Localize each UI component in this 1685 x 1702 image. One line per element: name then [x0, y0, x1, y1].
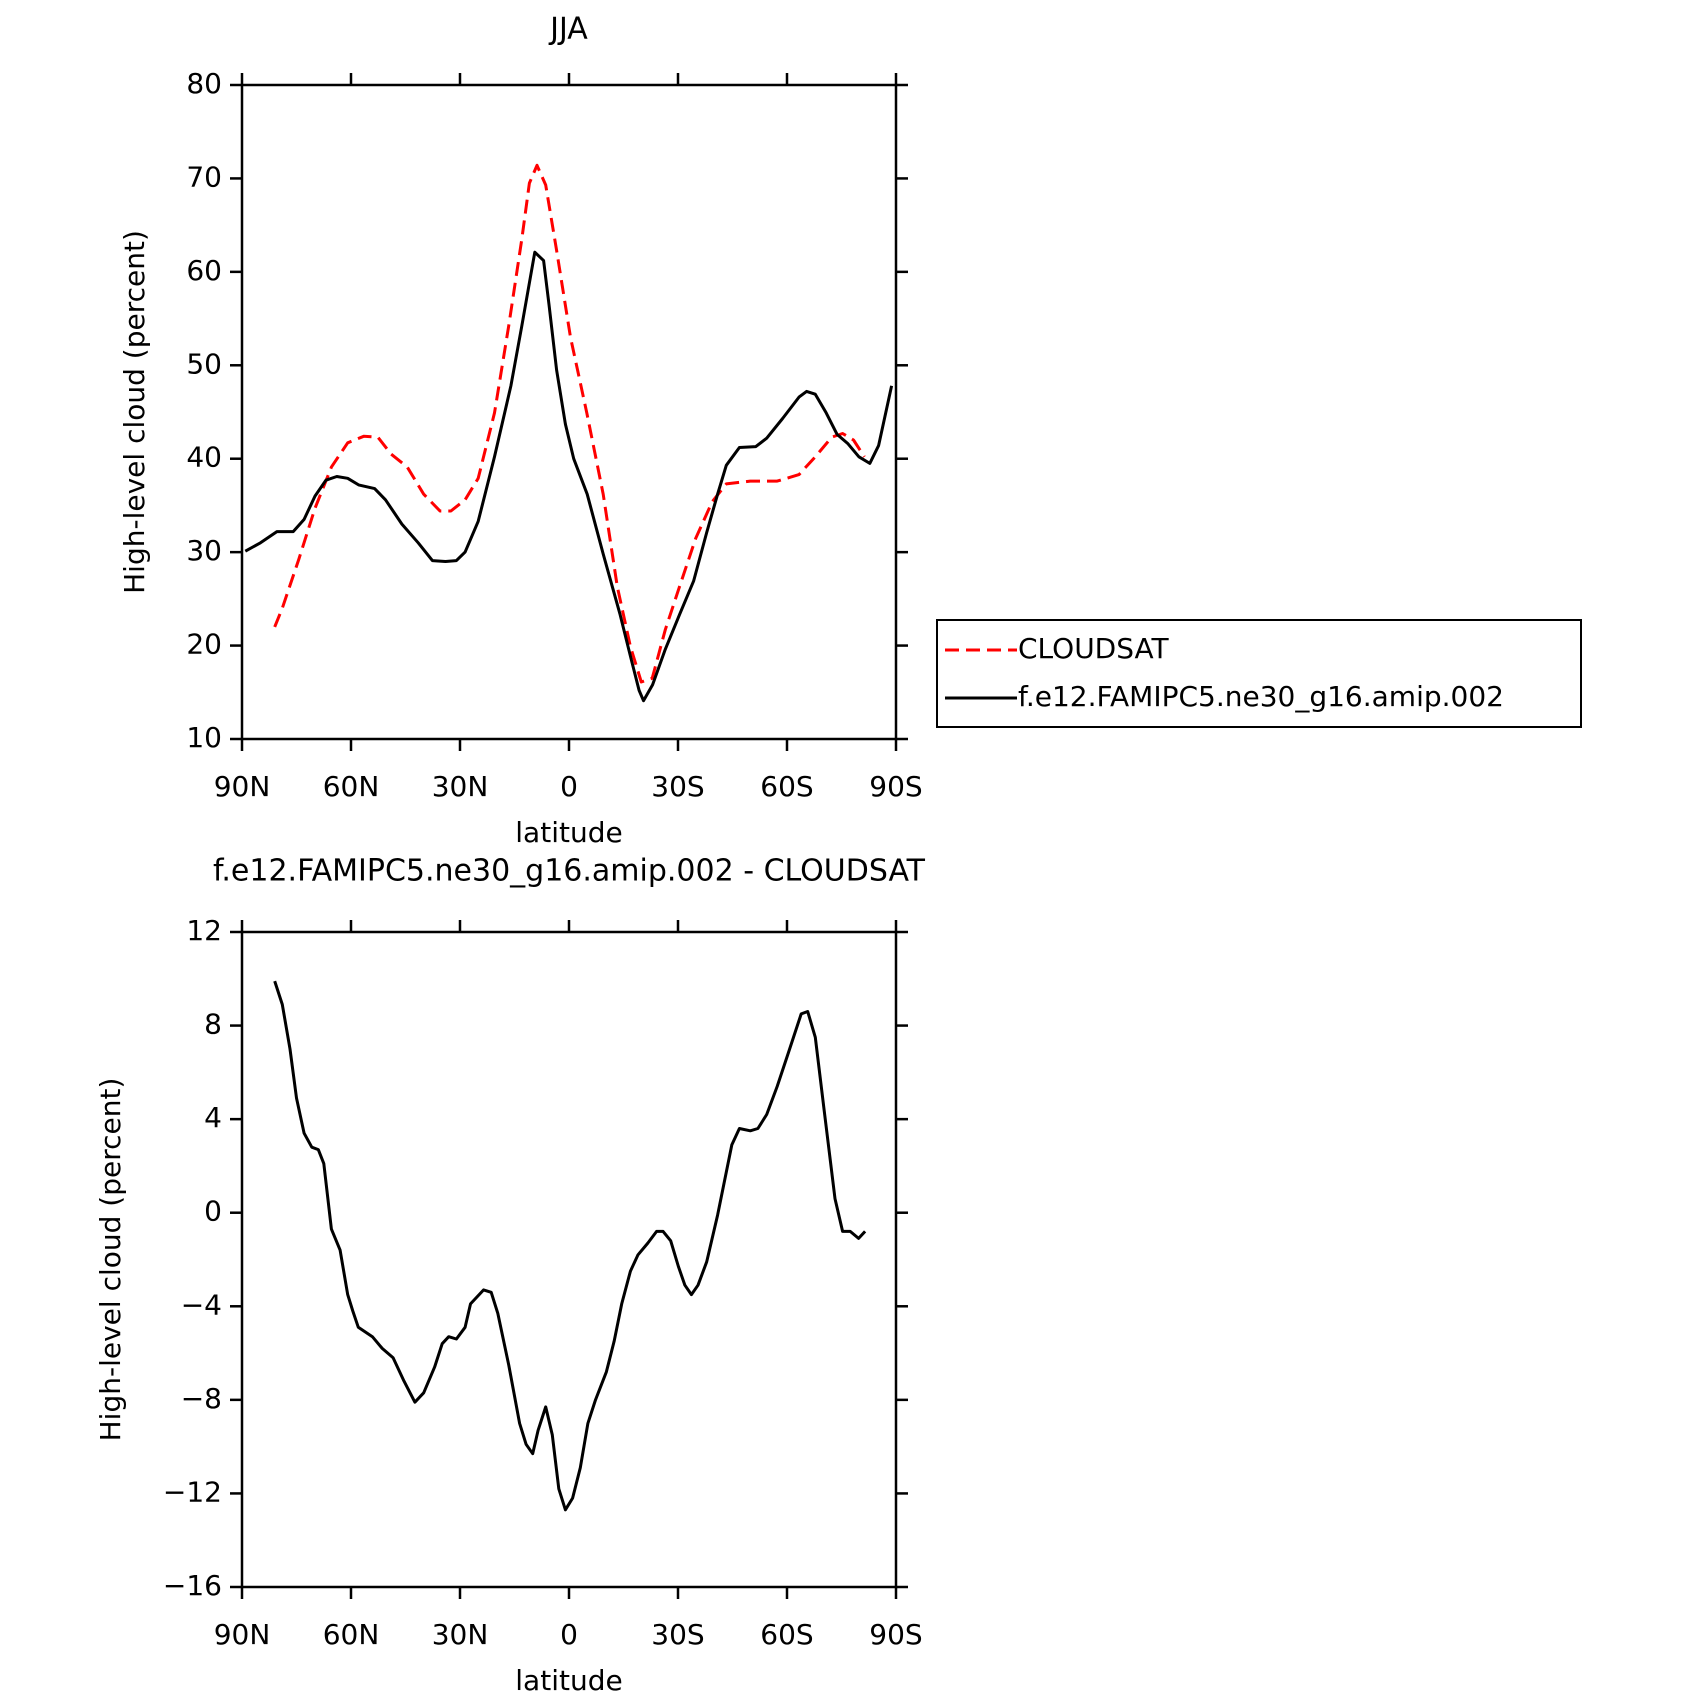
x-tick-label: 30S	[651, 1618, 704, 1651]
y-tick-label: 10	[186, 721, 222, 754]
y-tick-label: 0	[204, 1195, 222, 1228]
x-tick-label: 60N	[323, 1618, 380, 1651]
y-tick-label: 40	[186, 441, 222, 474]
legend-label: CLOUDSAT	[1018, 632, 1170, 665]
y-tick-label: 4	[204, 1101, 222, 1134]
x-tick-label: 60S	[760, 1618, 813, 1651]
data-line	[273, 980, 867, 1512]
legend-label: f.e12.FAMIPC5.ne30_g16.amip.002	[1018, 680, 1504, 713]
y-tick-label: −16	[163, 1569, 222, 1602]
plot-frame	[240, 930, 898, 1589]
y-tick-label: 12	[186, 914, 222, 947]
y-tick-label: −8	[181, 1382, 222, 1415]
y-tick-label: 70	[186, 160, 222, 193]
y-axis-label: High-level cloud (percent)	[118, 230, 151, 594]
x-tick-label: 90S	[869, 770, 922, 803]
y-tick-label: 60	[186, 254, 222, 287]
x-tick-label: 0	[560, 1618, 578, 1651]
x-tick-label: 30S	[651, 770, 704, 803]
x-tick-label: 60N	[323, 770, 380, 803]
y-tick-label: 30	[186, 534, 222, 567]
x-tick-label: 90N	[214, 770, 271, 803]
x-tick-label: 0	[560, 770, 578, 803]
x-tick-label: 90N	[214, 1618, 271, 1651]
data-line	[273, 163, 866, 684]
legend-box	[936, 619, 1582, 728]
chart-title: JJA	[548, 12, 588, 47]
x-tick-label: 30N	[432, 1618, 489, 1651]
x-tick-label: 30N	[432, 770, 489, 803]
x-axis-label: latitude	[515, 816, 622, 849]
chart-title: f.e12.FAMIPC5.ne30_g16.amip.002 - CLOUDS…	[213, 854, 926, 889]
y-tick-label: 50	[186, 347, 222, 380]
y-tick-label: −4	[181, 1288, 222, 1321]
data-line	[244, 250, 894, 703]
y-tick-label: −12	[163, 1475, 222, 1508]
x-tick-label: 60S	[760, 770, 813, 803]
x-axis-label: latitude	[515, 1664, 622, 1697]
y-tick-label: 80	[186, 67, 222, 100]
y-axis-label: High-level cloud (percent)	[94, 1078, 127, 1442]
plot-frame	[240, 83, 898, 741]
y-tick-label: 8	[204, 1008, 222, 1041]
x-tick-label: 90S	[869, 1618, 922, 1651]
y-tick-label: 20	[186, 628, 222, 661]
